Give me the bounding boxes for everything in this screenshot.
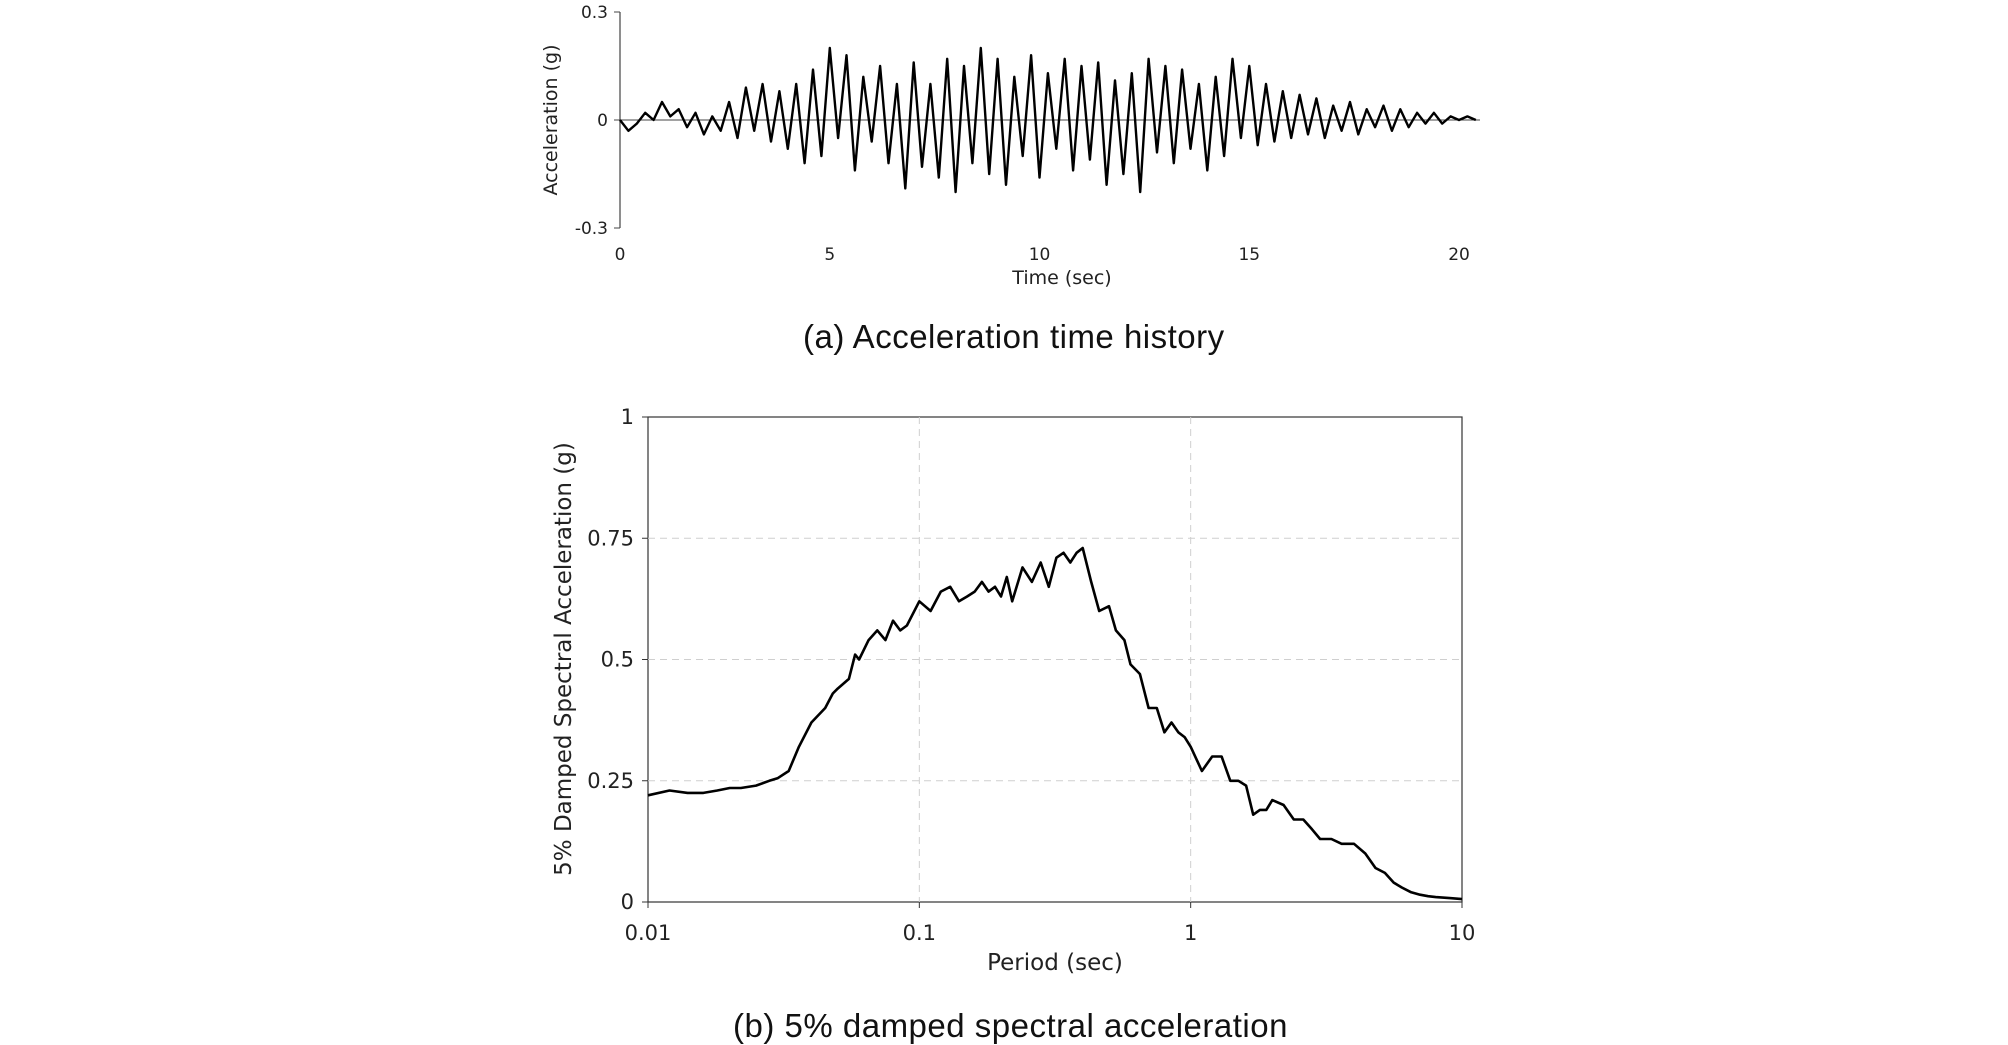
a-x-tick-label: 10 bbox=[1029, 245, 1051, 265]
a-x-tick-label: 15 bbox=[1238, 245, 1260, 265]
b-y-axis-label: 5% Damped Spectral Acceleration (g) bbox=[551, 442, 577, 876]
b-y-tick-label: 0.25 bbox=[587, 769, 634, 793]
a-y-tick-label: 0 bbox=[597, 111, 608, 131]
b-y-tick-label: 0.5 bbox=[601, 648, 634, 672]
a-series-line bbox=[619, 46, 1477, 194]
a-x-axis-label: Time (sec) bbox=[1011, 267, 1111, 289]
spectral-acceleration-chart: 0 0.25 0.5 0.75 1 0.01 0.1 1 10 Period (sec) 5%… bbox=[551, 405, 1475, 976]
b-x-tick-label: 1 bbox=[1184, 921, 1197, 945]
a-y-tick-label: -0.3 bbox=[575, 219, 608, 239]
b-x-tick-label: 10 bbox=[1449, 921, 1476, 945]
a-y-tick-label: 0.3 bbox=[581, 3, 608, 23]
a-y-axis-label: Acceleration (g) bbox=[540, 45, 562, 196]
a-x-tick-label: 0 bbox=[615, 245, 626, 265]
b-series-line bbox=[647, 546, 1463, 901]
b-y-tick-label: 0 bbox=[621, 890, 634, 914]
a-x-tick-label: 20 bbox=[1448, 245, 1470, 265]
b-x-tick-label: 0.01 bbox=[625, 921, 672, 945]
caption-a: (a) Acceleration time history bbox=[803, 318, 1225, 355]
b-x-tick-label: 0.1 bbox=[903, 921, 936, 945]
b-y-tick-label: 0.75 bbox=[587, 526, 634, 550]
b-y-tick-label: 1 bbox=[621, 405, 634, 429]
caption-b: (b) 5% damped spectral acceleration bbox=[733, 1007, 1288, 1044]
b-x-axis-label: Period (sec) bbox=[987, 950, 1123, 976]
acceleration-time-history-chart: -0.3 0 0.3 0 5 10 15 20 Time (sec) Acceleratio… bbox=[540, 3, 1480, 289]
a-x-tick-label: 5 bbox=[824, 245, 835, 265]
